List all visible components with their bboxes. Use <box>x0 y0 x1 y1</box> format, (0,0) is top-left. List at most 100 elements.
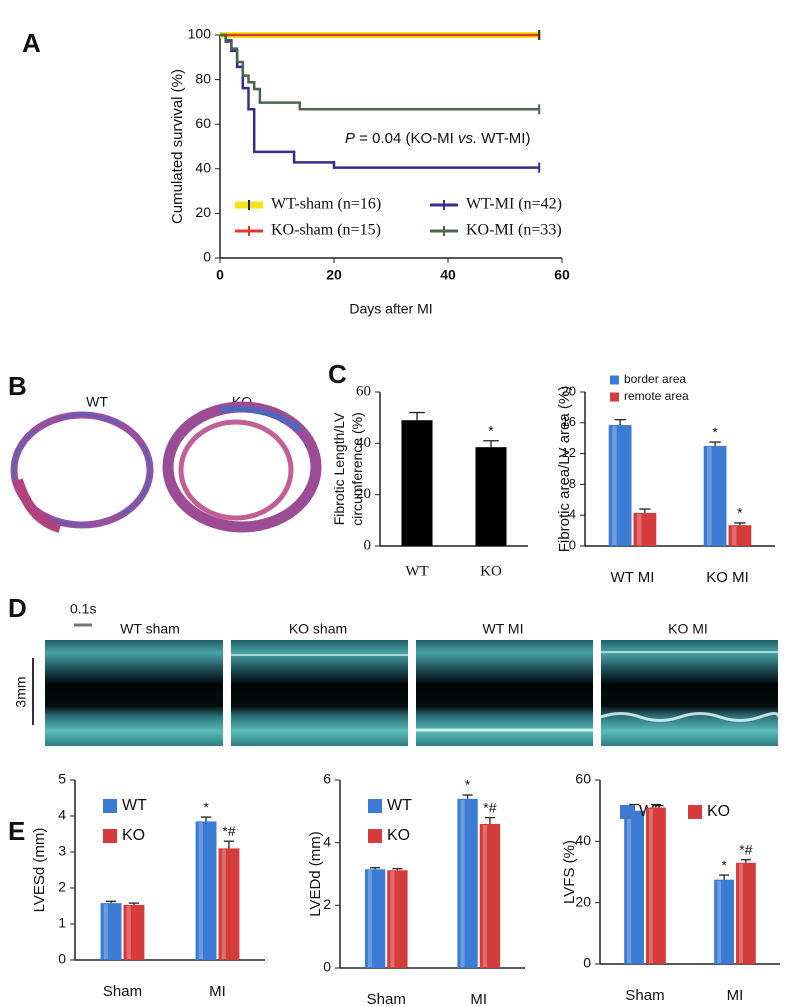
y-axis-title-line: circumference (%) <box>349 412 365 526</box>
legend-swatch <box>620 805 634 819</box>
y-tick-label: 20 <box>356 486 371 502</box>
y-tick-label: 20 <box>562 383 576 398</box>
y-tick-label: 4 <box>58 807 66 823</box>
legend-swatch <box>103 829 117 843</box>
bar-shine <box>612 426 617 545</box>
bar-shine <box>738 863 743 963</box>
annotation-part: vs. <box>458 130 477 147</box>
survival-line <box>220 33 540 169</box>
annotation-part: WT-MI) <box>477 130 530 147</box>
panel-label: B <box>8 371 27 401</box>
legend-swatch <box>103 799 117 813</box>
x-tick-label: MI <box>727 987 744 1004</box>
survival-line <box>220 33 540 111</box>
y-tick-label: 20 <box>195 204 211 220</box>
legend-swatch <box>368 829 382 843</box>
y-tick-label: 20 <box>575 893 591 909</box>
y-tick-label: 12 <box>562 445 576 460</box>
x-tick-label: MI <box>470 991 487 1007</box>
panel-label: E <box>8 816 25 846</box>
legend-label: WT <box>122 797 147 814</box>
y-tick-label: 40 <box>195 160 211 176</box>
bar <box>714 879 734 964</box>
x-tick-label: Sham <box>625 987 664 1004</box>
x-axis-title: Days after MI <box>349 301 432 317</box>
echo-label: KO sham <box>289 621 347 637</box>
legend-label: KO-sham (n=15) <box>271 222 381 239</box>
y-tick-label: 0 <box>583 955 591 971</box>
bar <box>633 512 657 546</box>
histology-label: WT <box>86 394 108 410</box>
y-axis-title: LVESd (mm) <box>31 828 48 913</box>
legend-label: remote area <box>624 389 689 403</box>
annotation-part: = 0.04 (KO-MI <box>355 130 458 147</box>
bar <box>457 798 478 968</box>
histology-ko <box>162 401 322 533</box>
y-axis-title: Cumulated survival (%) <box>169 69 186 224</box>
y-tick-label: 2 <box>323 896 331 912</box>
bar <box>475 447 507 546</box>
x-tick-label: 0 <box>216 267 224 283</box>
bar <box>218 848 240 960</box>
histology-wt <box>10 411 154 533</box>
y-tick-label: 60 <box>356 383 371 399</box>
y-tick-label: 0 <box>569 537 576 552</box>
legend-label: KO-MI (n=33) <box>466 222 562 239</box>
bar <box>123 904 145 960</box>
legend-swatch <box>610 375 619 385</box>
significance-label: * <box>721 857 727 873</box>
scale-label: 0.1s <box>70 601 96 617</box>
x-tick-label: MI <box>209 983 226 1000</box>
y-tick-label: 40 <box>356 435 371 451</box>
y-tick-label: 0 <box>323 959 331 975</box>
significance-label: *# <box>483 799 496 815</box>
y-tick-label: 100 <box>188 26 212 42</box>
annotation: P = 0.04 (KO-MI vs. WT-MI) <box>345 130 530 147</box>
y-tick-label: 0 <box>58 951 66 967</box>
y-tick-label: 5 <box>58 771 66 787</box>
echo-label: WT MI <box>483 621 524 637</box>
y-tick-label: 3 <box>58 843 66 859</box>
bar <box>387 870 408 968</box>
legend-label: WT <box>387 797 412 814</box>
y-axis-title: LVEDd (mm) <box>307 831 324 917</box>
y-tick-label: 1 <box>58 915 66 931</box>
y-tick-label: 8 <box>569 476 576 491</box>
bar-shine <box>390 871 395 967</box>
x-tick-label: KO MI <box>706 569 749 586</box>
bar <box>624 810 644 964</box>
x-tick-label: 60 <box>554 267 570 283</box>
panel-label: C <box>328 359 347 389</box>
x-tick-label: Sham <box>367 991 406 1007</box>
bar <box>100 903 122 960</box>
echo-images <box>45 640 780 746</box>
bar <box>401 420 433 546</box>
x-tick-label: 20 <box>326 267 342 283</box>
legend-label: KO <box>707 803 730 820</box>
y-tick-label: 80 <box>195 70 211 86</box>
echo-label: KO MI <box>668 621 708 637</box>
y-tick-label: 4 <box>323 833 331 849</box>
legend-swatch <box>688 805 702 819</box>
y-tick-label: 0 <box>364 537 372 553</box>
bar-shine <box>648 808 653 963</box>
y-axis-title: LVFS (%) <box>561 840 578 904</box>
y-tick-label: 16 <box>562 414 576 429</box>
bar-shine <box>126 905 131 959</box>
legend-label: WT-sham (n=16) <box>271 196 381 213</box>
bar <box>479 823 501 968</box>
legend-label: KO <box>387 827 410 844</box>
y-tick-label: 60 <box>575 771 591 787</box>
y-tick-label: 0 <box>203 249 211 265</box>
legend-swatch <box>368 799 382 813</box>
y-tick-label: 2 <box>58 879 66 895</box>
x-tick-label: 40 <box>440 267 456 283</box>
bar-shine <box>731 526 737 545</box>
x-tick-label: WT <box>405 563 428 579</box>
y-axis-title-line: Fibrotic Length/LV <box>331 412 347 525</box>
bar-shine <box>636 513 642 545</box>
panel-label: A <box>22 28 41 58</box>
annotation-part: P <box>345 130 355 147</box>
legend-label: border area <box>624 372 686 386</box>
